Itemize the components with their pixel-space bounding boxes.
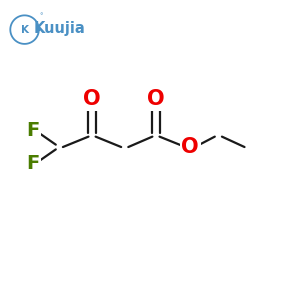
Text: O: O: [83, 89, 101, 110]
Text: O: O: [181, 137, 199, 157]
Text: F: F: [26, 154, 39, 173]
Text: K: K: [21, 25, 28, 34]
Text: °: °: [40, 13, 43, 19]
Text: Kuujia: Kuujia: [33, 21, 85, 36]
Text: F: F: [26, 121, 39, 140]
Text: O: O: [147, 89, 165, 110]
